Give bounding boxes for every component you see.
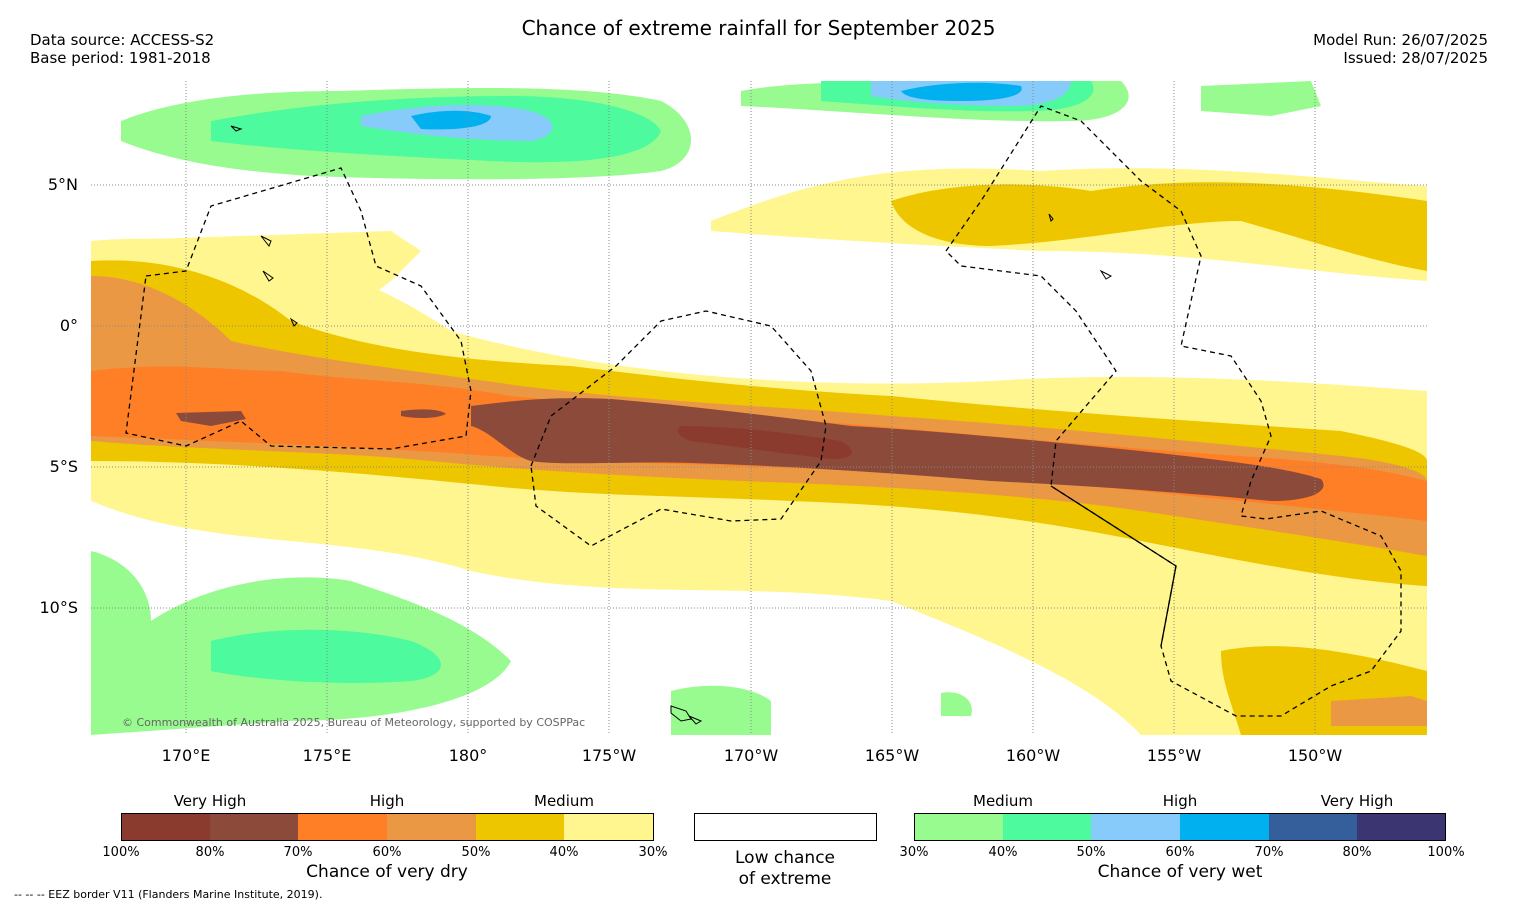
wet-swatch-5 (1269, 814, 1357, 841)
dry-70-mid (401, 409, 446, 419)
dry-swatch-5 (476, 814, 564, 841)
dry-cat-very-high: Very High (173, 792, 247, 810)
lon-label-170w: 170°W (723, 746, 779, 765)
wet-cat-very-high: Very High (1320, 792, 1394, 810)
wet-60-north (901, 82, 1022, 101)
meta-right: Model Run: 26/07/2025 Issued: 28/07/2025 (1313, 31, 1488, 67)
dry-colorbar-frame (121, 813, 654, 841)
dry-tick-50: 50% (461, 845, 491, 860)
dry-80-core (678, 426, 852, 459)
islands (230, 125, 1113, 725)
dry-tick-30: 30% (638, 845, 668, 860)
lon-label-160w: 160°W (1005, 746, 1061, 765)
wet-tick-40: 40% (988, 845, 1018, 860)
dry-swatch-4 (387, 814, 476, 841)
eez-footnote: -- -- -- EEZ border V11 (Flanders Marine… (14, 888, 323, 901)
dry-cat-high: High (369, 792, 405, 810)
rainfall-map (91, 81, 1427, 735)
wet-tick-80: 80% (1342, 845, 1372, 860)
dry-tick-100: 100% (102, 845, 140, 860)
wet-40-southwest (211, 629, 441, 683)
lon-label-175w: 175°W (581, 746, 637, 765)
neutral-title-line2: of extreme (738, 869, 832, 889)
dry-70-band (471, 398, 1324, 501)
base-period: Base period: 1981-2018 (30, 49, 211, 67)
wet-60-northwest (411, 110, 491, 130)
lon-label-165w: 165°W (864, 746, 920, 765)
dry-40-north (891, 182, 1427, 271)
lat-gridlines (91, 184, 1427, 609)
neutral-title-line1: Low chance (735, 848, 835, 868)
dry-tick-40: 40% (549, 845, 579, 860)
neutral-swatch (694, 813, 877, 841)
meta-left: Data source: ACCESS-S2 Base period: 1981… (30, 31, 214, 67)
lat-label-5n: 5°N (47, 175, 78, 194)
dry-swatch-2 (210, 814, 298, 841)
wet-colorbar-title: Chance of very wet (1097, 862, 1263, 882)
wet-tick-50: 50% (1076, 845, 1106, 860)
dry-70-west (176, 411, 246, 426)
lat-label-10s: 10°S (39, 598, 78, 617)
dry-cat-medium: Medium (534, 792, 594, 810)
dry-tick-80: 80% (195, 845, 225, 860)
wet-colorbar-frame (914, 813, 1446, 841)
lon-label-175e: 175°E (302, 746, 352, 765)
copyright-notice: © Commonwealth of Australia 2025, Bureau… (122, 716, 586, 729)
lon-gridlines (185, 81, 1316, 735)
data-source: Data source: ACCESS-S2 (30, 31, 215, 49)
dry-tick-70: 70% (283, 845, 313, 860)
dry-swatch-6 (564, 814, 653, 841)
wet-swatch-4 (1180, 814, 1269, 841)
wet-30-northeast (1201, 81, 1321, 116)
wet-swatch-1 (914, 814, 1003, 841)
dry-colorbar-title: Chance of very dry (306, 862, 468, 882)
solid-boundary-line (1050, 485, 1177, 647)
wet-tick-30: 30% (899, 845, 929, 860)
dry-swatch-1 (121, 814, 210, 841)
lat-label-0: 0° (59, 316, 78, 335)
wet-cat-high: High (1162, 792, 1198, 810)
dry-50-southeast (1331, 696, 1427, 726)
wet-30-south (671, 685, 771, 735)
dry-swatch-3 (298, 814, 387, 841)
lat-label-5s: 5°S (49, 457, 78, 476)
model-run: Model Run: 26/07/2025 (1313, 31, 1488, 49)
wet-tick-70: 70% (1254, 845, 1284, 860)
lon-label-150w: 150°W (1287, 746, 1343, 765)
wet-swatch-2 (1003, 814, 1091, 841)
dry-tick-60: 60% (372, 845, 402, 860)
wet-tick-100: 100% (1427, 845, 1465, 860)
lon-label-170e: 170°E (161, 746, 211, 765)
issued-date: Issued: 28/07/2025 (1343, 49, 1488, 67)
wet-swatch-3 (1091, 814, 1180, 841)
lon-label-180: 180° (448, 746, 488, 765)
wet-swatch-6 (1357, 814, 1446, 841)
page-title: Chance of extreme rainfall for September… (521, 16, 996, 40)
eez-borders (125, 105, 1402, 717)
wet-30-south2 (941, 692, 972, 716)
wet-cat-medium: Medium (973, 792, 1033, 810)
wet-tick-60: 60% (1165, 845, 1195, 860)
lon-label-155w: 155°W (1146, 746, 1202, 765)
